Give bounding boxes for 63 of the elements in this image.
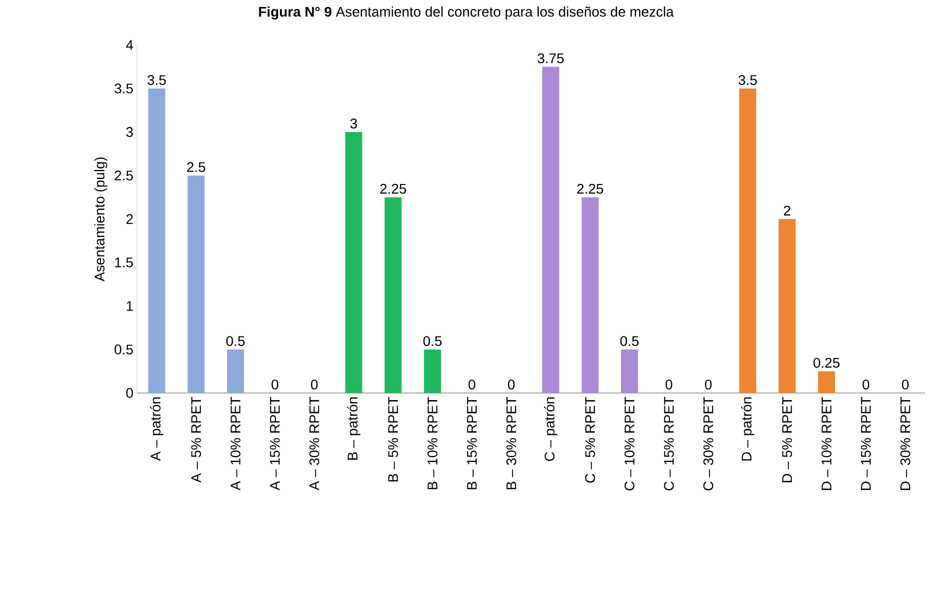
data-label: 0.25 — [813, 358, 840, 368]
x-tick-label: B – 30% RPET — [506, 396, 516, 490]
x-tick-label: D – 30% RPET — [900, 396, 910, 490]
y-tick-label: 3.5 — [114, 84, 133, 94]
chart-title: Figura N° 9 Asentamiento del concreto para los diseños de mezcla — [259, 6, 674, 20]
x-tick-label: B – 10% RPET — [428, 396, 438, 490]
x-tick-label: C – 5% RPET — [585, 396, 596, 483]
x-tick-label: D – patrón — [741, 397, 754, 461]
data-label: 3.5 — [738, 75, 757, 85]
y-tick-label: 1 — [126, 301, 133, 311]
x-tick-label: B – 15% RPET — [466, 396, 477, 490]
x-tick-label: A – 10% RPET — [230, 396, 240, 490]
bar — [188, 175, 205, 393]
data-label: 3.5 — [148, 75, 166, 85]
y-tick-label: 2 — [126, 214, 133, 224]
data-label: 3.75 — [538, 53, 564, 64]
bar — [582, 197, 599, 393]
bar — [148, 88, 166, 393]
x-tick-label: A – patrón — [150, 397, 164, 461]
x-tick-label: B – patrón — [347, 397, 360, 460]
x-tick-label: B – 5% RPET — [388, 396, 398, 482]
x-tick-label: D – 5% RPET — [782, 396, 792, 482]
bar — [227, 349, 244, 393]
x-tick-label: C – 30% RPET — [703, 396, 714, 490]
bar — [424, 349, 442, 393]
data-label: 2.25 — [577, 184, 604, 194]
data-label: 0 — [310, 380, 318, 390]
data-label: 0.5 — [226, 336, 245, 346]
data-label: 3 — [350, 118, 357, 128]
data-label: 2 — [784, 206, 790, 216]
y-tick-label: 3 — [126, 127, 133, 137]
bar — [345, 132, 362, 393]
y-tick-label: 1.5 — [115, 258, 133, 268]
y-tick-label: 0.5 — [114, 344, 133, 354]
bar — [739, 88, 756, 393]
data-label: 0 — [902, 380, 909, 390]
data-label: 0 — [508, 380, 515, 390]
y-tick-label: 4 — [126, 40, 134, 50]
y-tick-label: 0 — [126, 388, 133, 398]
bar — [384, 197, 402, 393]
data-label: 0.5 — [423, 336, 442, 346]
x-tick-label: C – 10% RPET — [624, 396, 634, 490]
x-tick-label: A – 5% RPET — [191, 396, 202, 483]
data-label: 0.5 — [620, 336, 639, 346]
bar — [542, 66, 560, 393]
data-label: 0 — [666, 380, 672, 390]
x-tick-label: C – 15% RPET — [664, 396, 674, 490]
y-tick-label: 2.5 — [114, 170, 133, 180]
bar — [818, 371, 836, 393]
y-axis-title: Asentamiento (pulg) — [94, 157, 108, 282]
bar — [621, 349, 638, 393]
data-label: 0 — [862, 380, 870, 390]
x-tick-label: A – 30% RPET — [309, 396, 320, 490]
bar — [778, 218, 796, 393]
data-label: 0 — [468, 380, 476, 390]
data-label: 2.5 — [187, 162, 206, 172]
data-label: 0 — [704, 380, 712, 390]
x-tick-label: D – 15% RPET — [860, 396, 871, 490]
data-label: 0 — [272, 380, 278, 390]
x-tick-label: D – 10% RPET — [822, 396, 832, 490]
x-tick-label: A – 15% RPET — [270, 396, 280, 490]
x-tick-label: C – patrón — [544, 397, 558, 461]
data-label: 2.25 — [380, 184, 406, 194]
